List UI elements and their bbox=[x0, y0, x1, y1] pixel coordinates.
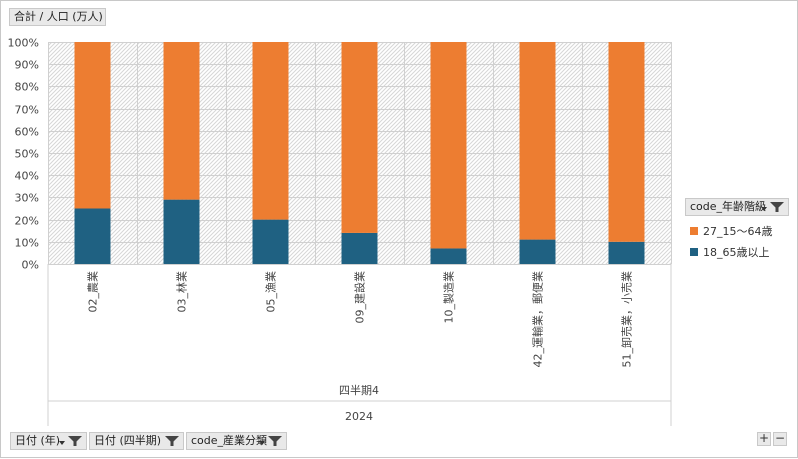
bar-65plus-3[interactable] bbox=[341, 232, 378, 264]
x-category-label: 10_製造業 bbox=[442, 271, 456, 324]
x-category-label: 09_建設業 bbox=[353, 271, 367, 324]
industry-field-button[interactable]: code_産業分類 bbox=[186, 432, 287, 450]
x-category-label: 42_運輸業，郵便業 bbox=[531, 271, 545, 368]
y-tick-label: 50% bbox=[15, 148, 39, 161]
industry-field-label: code_産業分類 bbox=[191, 434, 268, 447]
y-tick-label: 40% bbox=[15, 170, 39, 183]
zoom-minus-button[interactable]: − bbox=[773, 431, 787, 446]
quarter-field-button[interactable]: 日付 (四半期) bbox=[89, 432, 184, 450]
bar-15-64-2[interactable] bbox=[252, 42, 289, 220]
x-category-label: 02_農業 bbox=[86, 271, 100, 313]
bar-15-64-3[interactable] bbox=[341, 42, 378, 233]
legend-label-15-64: 27_15～64歳 bbox=[703, 225, 773, 238]
filter-icon bbox=[165, 436, 179, 446]
bar-65plus-6[interactable] bbox=[608, 241, 645, 264]
y-axis-labels: 0% 10% 20% 30% 40% 50% 60% 70% 80% 90% 100% bbox=[8, 37, 39, 272]
bar-65plus-0[interactable] bbox=[74, 208, 111, 265]
chevron-down-icon bbox=[59, 441, 65, 445]
zoom-plus-button[interactable]: + bbox=[757, 431, 771, 446]
year-field-label: 日付 (年) bbox=[15, 434, 61, 447]
x-category-label: 51_卸売業，小売業 bbox=[620, 271, 634, 368]
quarter-field-label: 日付 (四半期) bbox=[94, 434, 162, 447]
y-tick-label: 30% bbox=[15, 192, 39, 205]
legend-swatch-orange bbox=[690, 227, 698, 235]
bar-15-64-4[interactable] bbox=[430, 42, 467, 249]
y-tick-label: 20% bbox=[15, 215, 39, 228]
y-tick-label: 10% bbox=[15, 237, 39, 250]
bar-65plus-1[interactable] bbox=[163, 199, 200, 264]
legend-swatch-blue bbox=[690, 248, 698, 256]
quarter-group-label: 四半期4 bbox=[339, 383, 379, 397]
y-tick-label: 80% bbox=[15, 81, 39, 94]
bar-65plus-5[interactable] bbox=[519, 239, 556, 264]
bar-15-64-5[interactable] bbox=[519, 42, 556, 240]
x-category-label: 03_林業 bbox=[175, 271, 189, 313]
filter-icon bbox=[68, 436, 82, 446]
bar-15-64-0[interactable] bbox=[74, 42, 111, 209]
bar-65plus-2[interactable] bbox=[252, 219, 289, 264]
legend-item-65plus: 18_65歳以上 bbox=[690, 244, 770, 260]
legend-field-button[interactable]: code_年齢階級 bbox=[685, 198, 789, 216]
bar-65plus-4[interactable] bbox=[430, 248, 467, 264]
chevron-down-icon bbox=[259, 441, 265, 445]
value-field-label: 合計 / 人口 (万人) bbox=[14, 10, 103, 23]
bars-group bbox=[74, 42, 645, 265]
year-group-label: 2024 bbox=[345, 410, 373, 423]
filter-icon bbox=[770, 202, 784, 212]
y-tick-label: 60% bbox=[15, 126, 39, 139]
legend-title: code_年齢階級 bbox=[690, 200, 767, 213]
x-axis-labels: 02_農業 03_林業 05_漁業 09_建設業 10_製造業 42_運輸業，郵便業 51_… bbox=[86, 271, 634, 368]
x-category-label: 05_漁業 bbox=[264, 271, 278, 313]
value-field-button[interactable]: 合計 / 人口 (万人) bbox=[9, 8, 106, 26]
y-tick-label: 90% bbox=[15, 59, 39, 72]
year-field-button[interactable]: 日付 (年) bbox=[10, 432, 87, 450]
y-tick-label: 70% bbox=[15, 104, 39, 117]
y-tick-label: 0% bbox=[22, 259, 39, 272]
legend-label-65plus: 18_65歳以上 bbox=[703, 246, 770, 259]
filter-icon bbox=[268, 436, 282, 446]
legend-item-15-64: 27_15～64歳 bbox=[690, 223, 773, 239]
chevron-down-icon bbox=[761, 207, 767, 211]
bar-15-64-6[interactable] bbox=[608, 42, 645, 242]
bar-15-64-1[interactable] bbox=[163, 42, 200, 200]
y-tick-label: 100% bbox=[8, 37, 39, 50]
